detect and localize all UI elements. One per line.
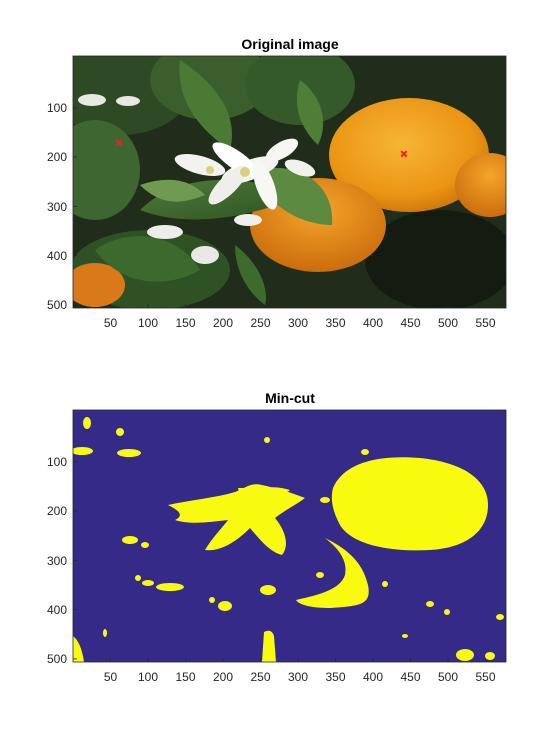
x-tick-label: 500 [438,670,458,684]
x-tick-label: 250 [250,316,270,330]
x-tick-label: 400 [363,316,383,330]
min-cut-y-axis: 100 200 300 400 500 [47,455,77,666]
orange-large [329,98,489,212]
min-cut-axes-box [72,409,507,663]
y-tick-label: 400 [47,603,67,617]
x-tick-label: 350 [325,670,345,684]
orange-right [455,153,506,217]
x-tick-label: 150 [175,316,195,330]
y-tick-label: 300 [47,554,67,568]
y-tick-label: 200 [47,504,67,518]
original-image-title: Original image [241,36,338,52]
x-tick-label: 250 [250,670,270,684]
x-tick-label: 350 [325,316,345,330]
original-image [73,56,506,308]
x-tick-label: 100 [138,670,158,684]
min-cut-title: Min-cut [265,390,315,406]
y-tick-label: 100 [47,455,67,469]
flower-cluster [78,94,316,264]
x-tick-label: 400 [363,670,383,684]
x-tick-label: 150 [175,670,195,684]
x-tick-label: 300 [288,316,308,330]
x-tick-label: 550 [475,670,495,684]
x-tick-label: 300 [288,670,308,684]
x-tick-label: 100 [138,316,158,330]
foreground-class-regions [73,417,504,662]
y-tick-label: 400 [47,249,67,263]
y-tick-label: 100 [47,101,67,115]
original-y-axis: 100 200 300 400 500 [47,101,77,312]
x-tick-label: 500 [438,316,458,330]
x-tick-label: 200 [213,316,233,330]
x-tick-label: 50 [104,316,118,330]
x-tick-label: 50 [104,670,118,684]
x-tick-label: 450 [400,670,420,684]
min-cut-x-axis: 50 100 150 200 250 300 350 400 450 500 5… [104,658,496,684]
original-x-axis: 50 100 150 200 250 300 350 400 450 500 5… [104,304,496,330]
y-tick-label: 500 [47,298,67,312]
x-tick-label: 550 [475,316,495,330]
x-tick-label: 200 [213,670,233,684]
original-axes-box [72,55,507,309]
y-tick-label: 200 [47,150,67,164]
y-tick-label: 500 [47,652,67,666]
min-cut-segmentation [73,410,506,662]
y-tick-label: 300 [47,200,67,214]
x-tick-label: 450 [400,316,420,330]
seed-marker-foreground [400,150,408,158]
seed-marker-background [115,139,123,147]
